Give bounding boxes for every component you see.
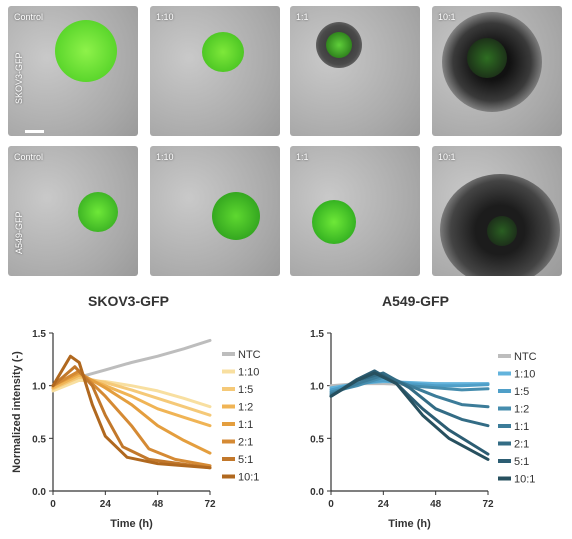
series-line — [329, 382, 490, 388]
legend-label: 1:1 — [238, 419, 253, 431]
chart-title-a549: A549-GFP — [382, 293, 449, 309]
series-line — [51, 375, 212, 417]
legend-label: 1:2 — [514, 404, 529, 416]
y-tick-label: 1.0 — [310, 382, 324, 393]
series-line — [329, 371, 490, 428]
x-tick-label: 48 — [152, 499, 164, 510]
y-axis-label: Normalized intensity (-) — [11, 351, 23, 473]
panel-label: 1:10 — [156, 152, 174, 162]
legend-label: 1:5 — [514, 386, 529, 398]
panel-label: Control — [14, 12, 44, 22]
chart-title-skov3: SKOV3-GFP — [88, 293, 169, 309]
series-line — [329, 369, 490, 456]
legend-label: 2:1 — [238, 437, 253, 449]
series-line — [329, 375, 490, 394]
legend-label: 10:1 — [514, 474, 535, 486]
panel-label: 1:1 — [296, 12, 309, 22]
legend-label: 5:1 — [514, 456, 529, 468]
series-line — [51, 378, 212, 409]
y-tick-label: 1.5 — [32, 329, 46, 340]
legend-label: NTC — [238, 349, 261, 361]
series-line — [51, 371, 212, 455]
x-tick-label: 48 — [430, 499, 442, 510]
spheroid — [78, 192, 118, 232]
series-line — [329, 371, 490, 461]
panel-a549-1-10: 1:10 — [150, 146, 280, 276]
panel-skov3-1-1: 1:1 — [290, 6, 420, 136]
row-label: SKOV3-GFP — [14, 52, 24, 104]
panel-label: 10:1 — [438, 152, 456, 162]
legend-label: 1:10 — [238, 367, 259, 379]
series-line — [51, 338, 212, 388]
legend-label: 1:10 — [514, 369, 535, 381]
series-line — [51, 354, 212, 470]
x-axis-label: Time (h) — [388, 518, 431, 530]
spheroid — [487, 216, 517, 246]
legend-label: 1:2 — [238, 402, 253, 414]
y-tick-label: 0.0 — [32, 487, 46, 498]
series-line — [51, 369, 212, 468]
panel-label: Control — [14, 152, 44, 162]
series-line — [51, 365, 212, 470]
row-label: A549-GFP — [14, 211, 24, 254]
spheroid — [467, 38, 507, 78]
spheroid — [202, 32, 244, 72]
legend-label: 1:5 — [238, 384, 253, 396]
panel-skov3-1-10: 1:10 — [150, 6, 280, 136]
panel-label: 10:1 — [438, 12, 456, 22]
y-tick-label: 0.5 — [310, 434, 324, 445]
legend-label: NTC — [514, 351, 537, 363]
x-tick-label: 24 — [100, 499, 112, 510]
panel-a549-control: Control A549-GFP — [8, 146, 138, 276]
spheroid — [212, 192, 260, 240]
y-tick-label: 1.0 — [32, 382, 46, 393]
panel-label: 1:1 — [296, 152, 309, 162]
spheroid — [326, 32, 352, 58]
series-line — [51, 373, 212, 428]
x-tick-label: 72 — [204, 499, 216, 510]
series-line — [329, 380, 490, 390]
y-tick-label: 1.5 — [310, 329, 324, 340]
spheroid — [312, 200, 356, 244]
scale-bar — [25, 130, 44, 133]
panel-a549-1-1: 1:1 — [290, 146, 420, 276]
x-tick-label: 0 — [50, 499, 56, 510]
panel-a549-10-1: 10:1 — [432, 146, 562, 276]
legend-label: 1:1 — [514, 421, 529, 433]
y-tick-label: 0.0 — [310, 487, 324, 498]
panel-skov3-10-1: 10:1 — [432, 6, 562, 136]
panel-label: 1:10 — [156, 12, 174, 22]
legend-label: 10:1 — [238, 472, 259, 484]
series-line — [329, 378, 490, 392]
legend-label: 2:1 — [514, 439, 529, 451]
x-axis-label: Time (h) — [110, 518, 153, 530]
x-tick-label: 72 — [482, 499, 494, 510]
y-tick-label: 0.5 — [32, 434, 46, 445]
panel-skov3-control: Control SKOV3-GFP — [8, 6, 138, 136]
series-line — [329, 373, 490, 409]
x-tick-label: 24 — [378, 499, 390, 510]
x-tick-label: 0 — [328, 499, 334, 510]
legend-label: 5:1 — [238, 454, 253, 466]
spheroid — [55, 20, 117, 82]
